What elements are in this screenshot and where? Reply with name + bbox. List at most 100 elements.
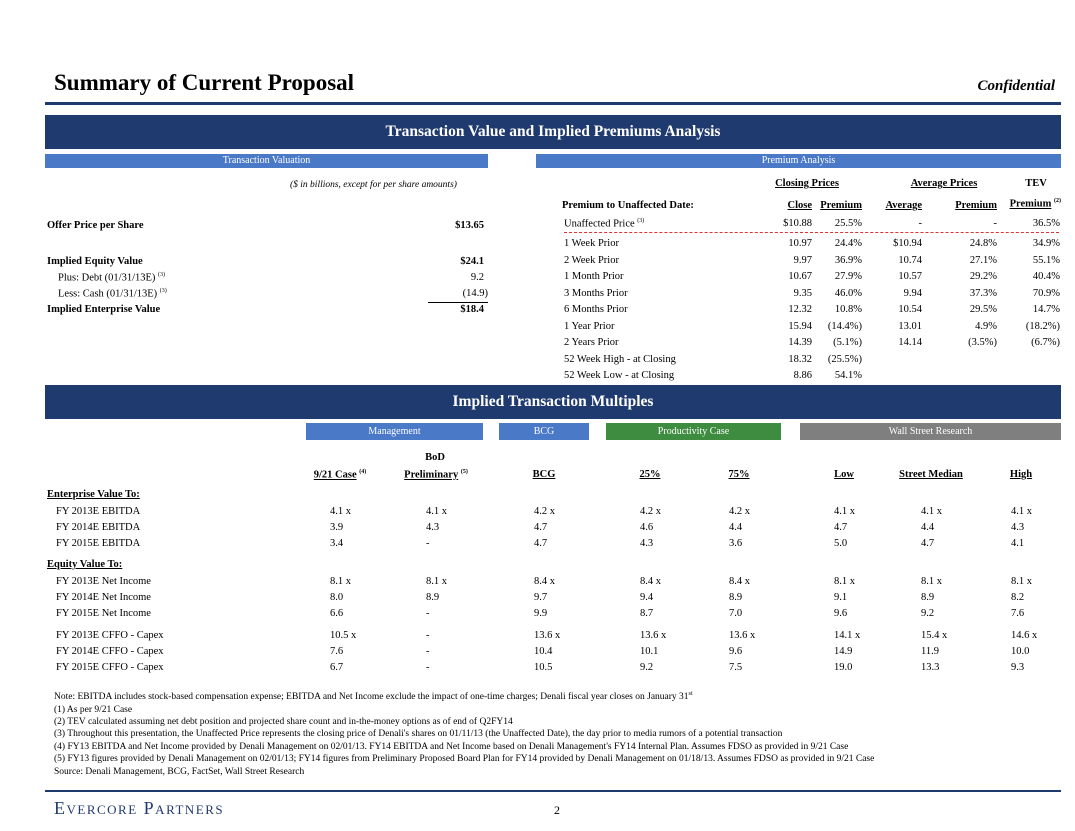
multiples-col-header: Street Median: [899, 469, 963, 480]
multiples-cell: 4.1 x: [921, 506, 942, 517]
multiples-cell: 7.6: [1011, 608, 1025, 619]
multiples-cell: 3.9: [330, 522, 344, 533]
multiples-row-label: FY 2013E EBITDA: [56, 506, 141, 517]
multiples-cell: 10.1: [640, 646, 659, 657]
multiples-col-header: 9/21 Case (4): [313, 469, 367, 481]
multiples-cell: 4.2 x: [729, 506, 750, 517]
premium-cell: $10.94: [893, 238, 922, 249]
premium-cell: 36.9%: [834, 254, 862, 266]
premium-cell: 4.9%: [975, 320, 997, 332]
multiples-cell: 8.9: [729, 592, 743, 603]
multiples-cell: 11.9: [921, 646, 939, 657]
footer-divider: [45, 790, 1061, 792]
premium-cell: 24.4%: [834, 238, 862, 249]
multiples-cell: 9.6: [729, 646, 743, 657]
multiples-cell: 10.0: [1011, 646, 1030, 657]
multiples-cell: 4.2 x: [534, 506, 555, 517]
multiples-cell: 4.3: [426, 522, 440, 533]
debt-label: Plus: Debt (01/31/13E) (3): [58, 272, 166, 284]
tev-header: TEV: [1025, 178, 1047, 189]
premium-cell: 10.67: [788, 271, 812, 282]
subtotal-rule: [428, 302, 488, 303]
premium-cell: 70.9%: [1032, 287, 1060, 299]
multiples-cell: 4.7: [921, 538, 935, 549]
multiples-cell: -: [426, 630, 430, 641]
average-prices-header: Average Prices: [910, 178, 978, 189]
multiples-cell: 3.6: [729, 538, 743, 549]
multiples-cell: 6.7: [330, 662, 344, 673]
group-productivity-case: Productivity Case: [606, 423, 781, 440]
multiples-cell: 4.3: [1011, 522, 1025, 533]
premium-cell: (25.5%): [827, 353, 862, 365]
footnote-4: (4) FY13 EBITDA and Net Income provided …: [54, 741, 849, 752]
section-banner-multiples: Implied Transaction Multiples: [45, 385, 1061, 419]
premium-analysis-header: Premium Analysis: [536, 154, 1061, 168]
multiples-row-label: FY 2015E EBITDA: [56, 538, 141, 549]
multiples-row-label: FY 2015E CFFO - Capex: [56, 662, 164, 673]
multiples-cell: 4.2 x: [640, 506, 661, 517]
premium-cell: 29.2%: [969, 271, 997, 282]
debt-value: 9.2: [470, 272, 484, 283]
multiples-row-label: FY 2014E CFFO - Capex: [56, 646, 164, 657]
multiples-cell: 9.2: [921, 608, 935, 619]
footnote-1: (1) As per 9/21 Case: [54, 704, 133, 715]
closing-prices-header: Closing Prices: [775, 178, 839, 189]
unaffected-average: -: [918, 218, 923, 229]
equity-value-value: $24.1: [460, 256, 484, 267]
premium-cell: 15.94: [788, 320, 812, 332]
multiples-col-header: 75%: [728, 469, 750, 480]
group-bcg: BCG: [499, 423, 589, 440]
premium-cell: 27.1%: [969, 254, 997, 266]
multiples-cell: 4.4: [729, 522, 743, 533]
premium-cell: 46.0%: [834, 287, 862, 299]
premium-cell: 10.74: [898, 254, 922, 266]
premium-cell: (3.5%): [968, 337, 997, 348]
page-title: Summary of Current Proposal: [54, 70, 355, 95]
multiples-cell: 9.9: [534, 608, 548, 619]
multiples-cell: 9.4: [640, 592, 654, 603]
premium-row-label: 6 Months Prior: [564, 304, 628, 315]
multiples-cell: -: [426, 646, 430, 657]
multiples-cell: 4.1: [1011, 538, 1025, 549]
multiples-cell: 10.5 x: [330, 630, 357, 641]
footnote-main: Note: EBITDA includes stock-based compen…: [54, 691, 693, 703]
transaction-valuation-header: Transaction Valuation: [45, 154, 488, 168]
multiples-col-header: 25%: [639, 469, 661, 480]
premium-row-label: 2 Years Prior: [564, 337, 619, 348]
premium-cell: 55.1%: [1032, 254, 1060, 266]
premium-cell: 18.32: [788, 353, 812, 365]
multiples-cell: 9.3: [1011, 662, 1025, 673]
unaffected-close: $10.88: [783, 218, 812, 229]
source-note: Source: Denali Management, BCG, FactSet,…: [54, 766, 305, 777]
premium-cell: (14.4%): [827, 320, 862, 332]
multiples-col-header: Preliminary (5): [404, 469, 468, 481]
multiples-cell: 4.7: [534, 538, 548, 549]
multiples-cell: 13.6 x: [534, 630, 561, 641]
multiples-cell: 4.3: [640, 538, 654, 549]
multiples-cell: 8.2: [1011, 592, 1025, 603]
unaffected-premium: 25.5%: [834, 218, 862, 229]
multiples-cell: 13.3: [921, 662, 940, 673]
page-number: 2: [554, 803, 560, 817]
bod-label: BoD: [425, 452, 445, 463]
premium-cell: 12.32: [788, 304, 812, 315]
premium-cell: 40.4%: [1032, 271, 1060, 282]
unaffected-price-label: Unaffected Price (3): [564, 218, 645, 230]
multiples-cell: -: [426, 662, 430, 673]
multiples-cell: 10.4: [534, 646, 553, 657]
premium-cell: 10.8%: [834, 304, 862, 315]
premium-cell: 37.3%: [969, 287, 997, 299]
premium-row-label: 1 Week Prior: [564, 238, 619, 249]
col-premium-closing: Premium: [820, 200, 862, 211]
premium-cell: (5.1%): [833, 337, 862, 348]
multiples-cell: 9.1: [834, 592, 848, 603]
multiples-cell: 7.5: [729, 662, 743, 673]
multiples-cell: 10.5: [534, 662, 553, 673]
multiples-cell: 6.6: [330, 608, 344, 619]
multiples-col-header: Low: [834, 469, 854, 480]
premium-cell: 54.1%: [834, 370, 862, 381]
multiples-cell: -: [426, 538, 430, 549]
ev-section-header: Enterprise Value To:: [47, 489, 140, 500]
multiples-cell: 4.1 x: [1011, 506, 1032, 517]
multiples-cell: 8.4 x: [729, 576, 750, 587]
